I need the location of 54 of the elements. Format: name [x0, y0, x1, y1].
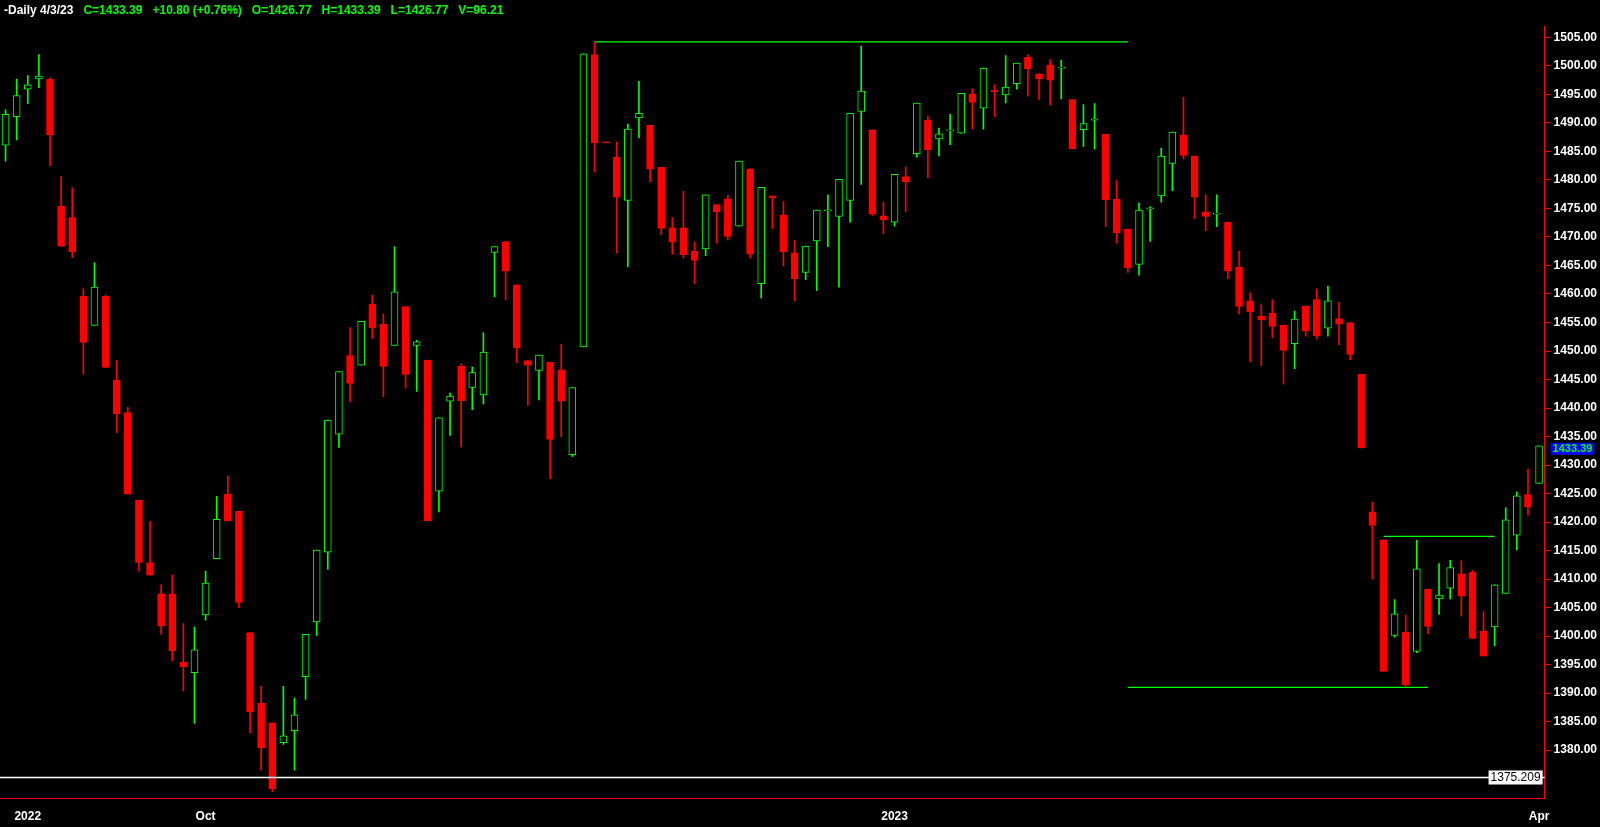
- chart-title: -Daily 4/3/23: [4, 3, 74, 17]
- candlestick: [1201, 194, 1210, 232]
- y-tick-label: 1420.00: [1553, 514, 1598, 529]
- candlestick: [935, 127, 943, 157]
- candlestick: [824, 194, 832, 247]
- candlestick: [768, 195, 777, 229]
- y-tick-label: 1390.00: [1553, 685, 1598, 700]
- candlestick: [946, 114, 954, 145]
- y-tick-label: 1430.00: [1553, 457, 1598, 472]
- y-tick-label: 1485.00: [1553, 143, 1598, 158]
- y-tick-label: 1435.00: [1553, 428, 1598, 443]
- candlestick: [146, 521, 154, 576]
- y-tick-label: 1415.00: [1553, 542, 1598, 557]
- candlestick: [1001, 55, 1010, 104]
- x-tick-label: 2022: [14, 809, 42, 824]
- candlestick: [635, 80, 643, 139]
- y-tick-label: 1470.00: [1553, 229, 1598, 244]
- candlestick: [412, 339, 421, 392]
- y-tick-label: 1450.00: [1553, 343, 1598, 358]
- x-tick-label: 2023: [881, 809, 909, 824]
- y-tick-label: 1400.00: [1553, 628, 1598, 643]
- x-tick-label: Apr: [1528, 809, 1550, 824]
- candlestick: [446, 392, 454, 436]
- candlestick: [1146, 206, 1154, 242]
- candlestick: [712, 204, 721, 244]
- y-tick-label: 1455.00: [1553, 314, 1598, 329]
- y-tick-label: 1475.00: [1553, 200, 1598, 215]
- y-tick-label: 1490.00: [1553, 115, 1598, 130]
- ref-line-label: 1375.209: [1490, 769, 1541, 784]
- y-tick-label: 1395.00: [1553, 656, 1598, 671]
- y-tick-label: 1405.00: [1553, 599, 1598, 614]
- candlestick: [524, 360, 532, 406]
- candlestick: [857, 45, 866, 185]
- y-tick-label: 1460.00: [1553, 286, 1598, 301]
- x-tick-label: Oct: [195, 809, 216, 824]
- y-tick-label: 1465.00: [1553, 257, 1598, 272]
- candlestick: [23, 75, 32, 104]
- y-tick-label: 1440.00: [1553, 400, 1598, 415]
- y-tick-label: 1425.00: [1553, 485, 1598, 500]
- y-tick-label: 1505.00: [1553, 29, 1598, 44]
- y-tick-label: 1480.00: [1553, 172, 1598, 187]
- y-tick-label: 1380.00: [1553, 742, 1598, 757]
- y-tick-label: 1445.00: [1553, 371, 1598, 386]
- candlestick: [1246, 292, 1254, 363]
- candlestick: [1057, 59, 1066, 100]
- candlestick: [1212, 194, 1221, 228]
- y-tick-label: 1410.00: [1553, 571, 1598, 586]
- chart-subtitle: C=1433.39 +10.80 (+0.76%) O=1426.77 H=1433.39 L=1426.77 V=96.21: [83, 3, 504, 17]
- candlestick: [1257, 304, 1266, 367]
- y-tick-label: 1495.00: [1553, 86, 1598, 101]
- y-tick-label: 1500.00: [1553, 58, 1598, 73]
- candlestick: [1335, 301, 1343, 346]
- y-tick-label: 1385.00: [1553, 713, 1598, 728]
- text: 1433.39: [1552, 441, 1593, 454]
